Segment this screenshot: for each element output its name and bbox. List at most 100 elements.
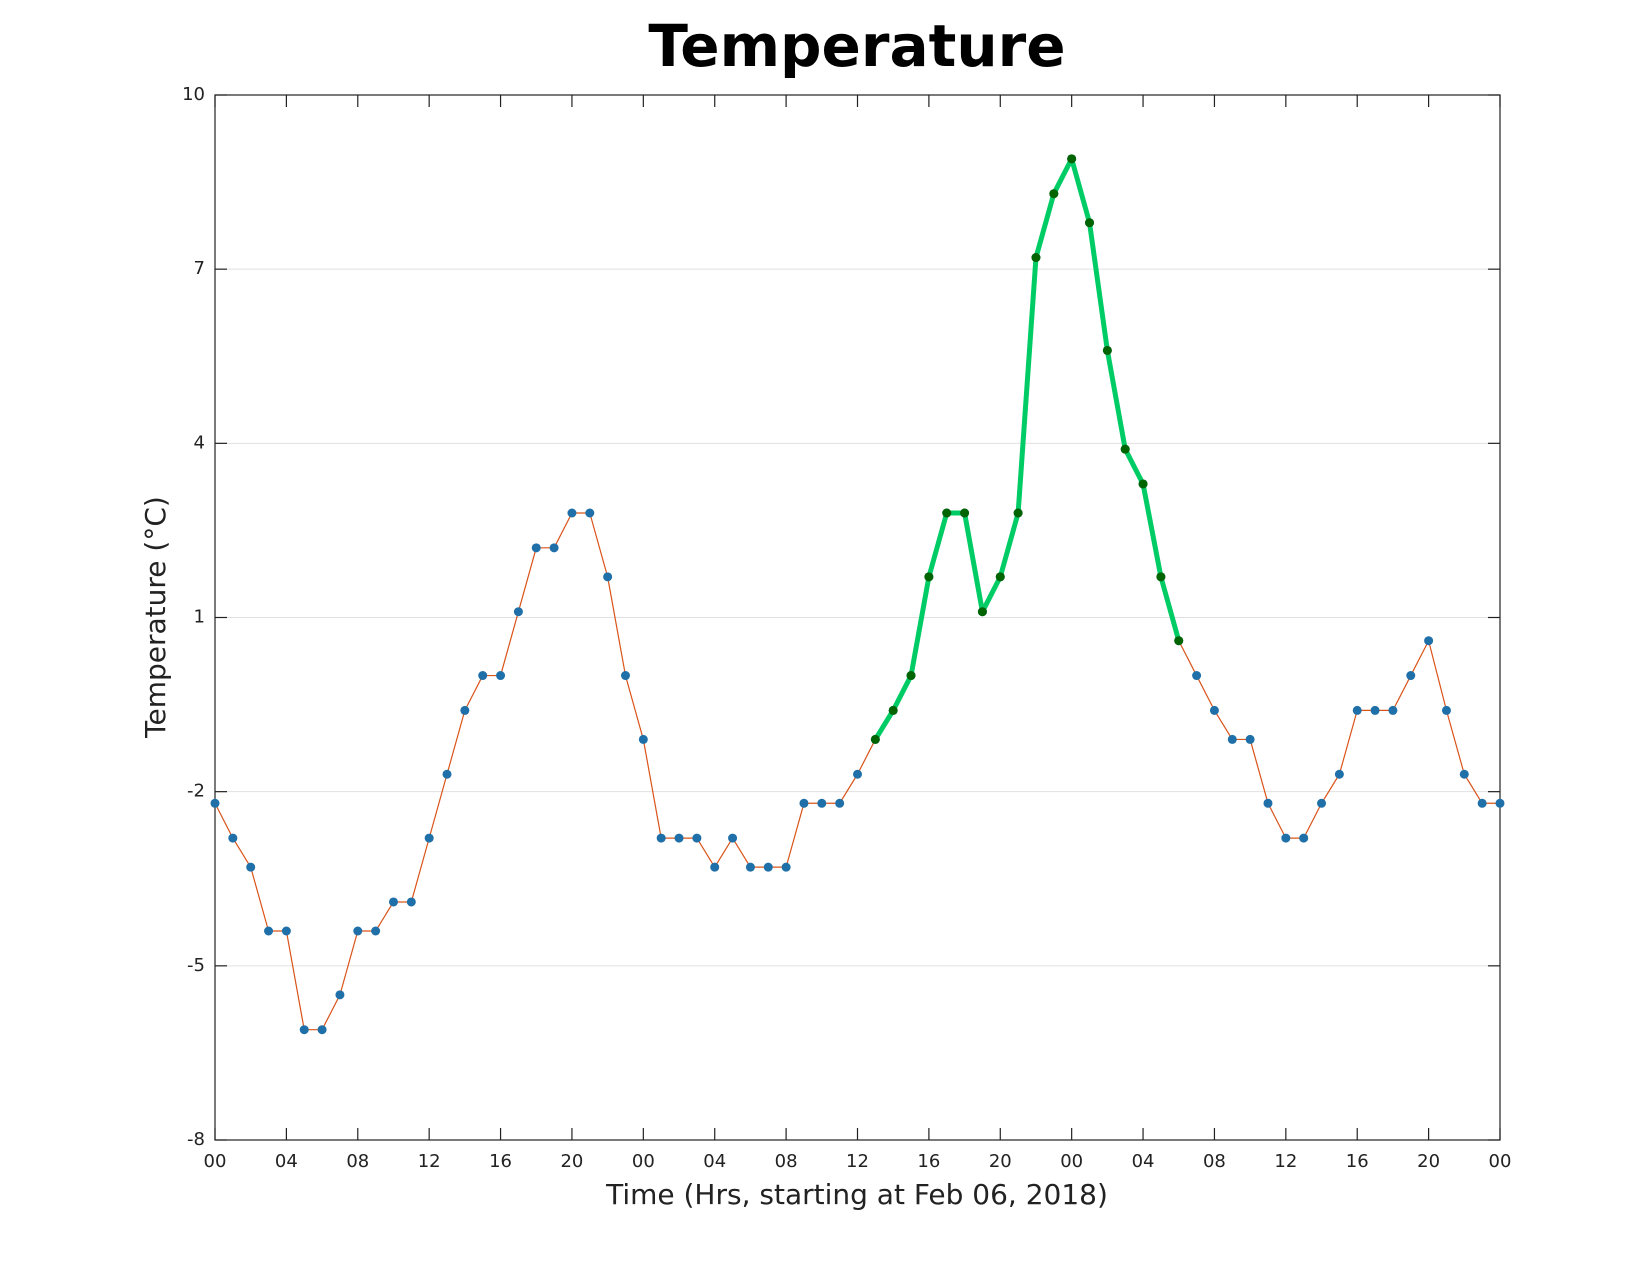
series-line [873, 156, 1182, 741]
data-point [228, 833, 238, 843]
data-point [1424, 636, 1434, 646]
data-point [210, 798, 220, 808]
data-point [710, 862, 720, 872]
data-point [1317, 798, 1327, 808]
data-point [745, 862, 755, 872]
data-point [906, 671, 916, 681]
data-point [728, 833, 738, 843]
y-tick-label: -2 [187, 781, 205, 802]
data-point [995, 572, 1005, 582]
data-point [603, 572, 613, 582]
data-point [1245, 734, 1255, 744]
data-point [888, 705, 898, 715]
data-point [1102, 345, 1112, 355]
x-tick-label: 00 [1489, 1151, 1512, 1172]
data-point [424, 833, 434, 843]
data-point [246, 862, 256, 872]
data-point [1334, 769, 1344, 779]
data-point [781, 862, 791, 872]
x-tick-label: 16 [1346, 1151, 1369, 1172]
data-point [1495, 798, 1505, 808]
x-tick-label: 00 [1060, 1151, 1083, 1172]
y-tick-label: -5 [187, 955, 205, 976]
data-point [1406, 671, 1416, 681]
data-point [763, 862, 773, 872]
data-point [1138, 479, 1148, 489]
data-point [513, 607, 523, 617]
data-point [299, 1025, 309, 1035]
y-tick-label: 1 [194, 607, 205, 628]
data-point [799, 798, 809, 808]
data-point [924, 572, 934, 582]
data-point [853, 769, 862, 779]
y-tick-label: 4 [194, 432, 205, 453]
data-point [549, 543, 559, 553]
data-point [1174, 636, 1184, 646]
x-tick-label: 12 [418, 1151, 441, 1172]
data-point [1013, 508, 1023, 518]
data-point [1067, 154, 1077, 164]
data-point [388, 897, 398, 907]
data-point [870, 734, 880, 744]
data-point [442, 769, 452, 779]
y-tick-label: 7 [194, 258, 205, 279]
chart-title: Temperature [648, 12, 1065, 80]
x-tick-label: 08 [1203, 1151, 1226, 1172]
data-point [692, 833, 702, 843]
x-tick-label: 04 [1132, 1151, 1155, 1172]
data-point [531, 543, 541, 553]
data-point [674, 833, 684, 843]
data-point [567, 508, 577, 518]
x-tick-label: 04 [275, 1151, 298, 1172]
data-point [1192, 671, 1202, 681]
data-point [1477, 798, 1487, 808]
data-point [1031, 253, 1041, 263]
data-point [638, 734, 648, 744]
data-point [281, 926, 291, 936]
plot-frame [214, 94, 1501, 1141]
data-point [335, 990, 345, 1000]
x-tick-label: 20 [1417, 1151, 1440, 1172]
data-point [1459, 769, 1469, 779]
x-tick-label: 20 [560, 1151, 583, 1172]
data-point [620, 671, 630, 681]
data-point [1352, 705, 1362, 715]
data-point [1441, 705, 1451, 715]
data-point [460, 705, 470, 715]
data-point [353, 926, 363, 936]
data-point [585, 508, 595, 518]
data-point [977, 607, 987, 617]
x-tick-label: 00 [204, 1151, 227, 1172]
y-tick-label: 10 [182, 84, 205, 105]
data-point [496, 671, 506, 681]
data-point [817, 798, 827, 808]
x-tick-label: 00 [632, 1151, 655, 1172]
x-tick-label: 16 [917, 1151, 940, 1172]
data-point [1156, 572, 1166, 582]
data-point [1299, 833, 1309, 843]
data-point [1388, 705, 1398, 715]
x-tick-label: 16 [489, 1151, 512, 1172]
data-point [1049, 189, 1059, 199]
data-point [942, 508, 952, 518]
data-point [1085, 218, 1095, 228]
y-tick-label: -8 [187, 1129, 205, 1150]
x-tick-label: 20 [989, 1151, 1012, 1172]
data-point [960, 508, 970, 518]
data-point [1120, 444, 1130, 454]
data-point [1263, 798, 1273, 808]
x-tick-label: 12 [846, 1151, 869, 1172]
x-tick-label: 08 [775, 1151, 798, 1172]
y-axis-label: Temperature (°C) [139, 496, 172, 739]
data-point [835, 798, 845, 808]
data-point [1227, 734, 1237, 744]
x-tick-label: 08 [346, 1151, 369, 1172]
series-line [214, 158, 1500, 1031]
data-point [1370, 705, 1380, 715]
data-point [371, 926, 381, 936]
data-point [406, 897, 416, 907]
data-point [317, 1025, 327, 1035]
data-point [478, 671, 488, 681]
x-tick-label: 12 [1274, 1151, 1297, 1172]
